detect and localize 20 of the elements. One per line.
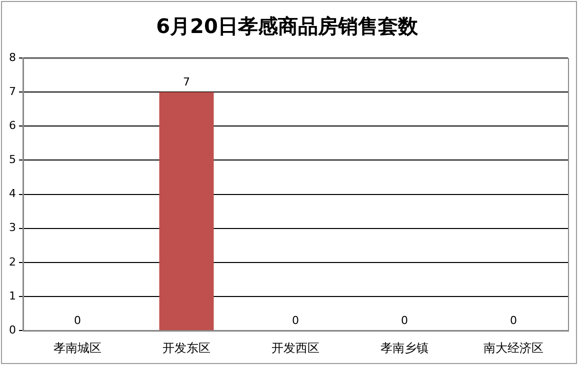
- x-tick-label: 孝南城区: [54, 340, 102, 355]
- y-tick-label: 4: [9, 187, 16, 200]
- x-tick-label: 开发西区: [272, 340, 320, 355]
- y-tick-label: 2: [9, 255, 16, 268]
- x-tick-label: 孝南乡镇: [380, 340, 428, 355]
- y-tick-label: 3: [9, 221, 16, 234]
- x-tick-label: 开发东区: [162, 340, 210, 355]
- data-label: 0: [510, 314, 517, 327]
- y-tick-label: 1: [9, 289, 16, 302]
- y-tick-label: 8: [9, 50, 16, 64]
- data-label: 0: [74, 314, 81, 327]
- y-tick-label: 5: [9, 153, 16, 166]
- data-label: 0: [401, 314, 408, 327]
- chart-title: 6月20日孝感商品房销售套数: [156, 14, 419, 38]
- data-label: 7: [183, 75, 190, 88]
- x-tick-label: 南大经济区: [484, 340, 544, 355]
- y-tick-label: 7: [9, 84, 16, 98]
- data-label: 0: [292, 314, 299, 327]
- y-tick-label: 0: [9, 323, 16, 336]
- y-tick-label: 6: [9, 119, 16, 132]
